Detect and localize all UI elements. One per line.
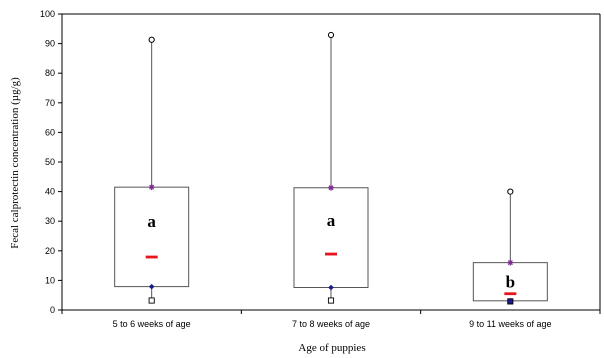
max-marker	[148, 36, 155, 43]
y-tick-label: 70	[45, 98, 55, 108]
min-marker	[507, 298, 514, 305]
q3-marker	[507, 259, 514, 266]
box-group: a	[293, 31, 369, 304]
y-tick-label: 30	[45, 216, 55, 226]
y-tick-label: 10	[45, 275, 55, 285]
q3-marker	[148, 184, 155, 191]
min-marker	[148, 297, 155, 304]
x-tick-label: 7 to 8 weeks of age	[292, 319, 370, 329]
axes	[61, 13, 601, 311]
significance-letter: a	[327, 211, 336, 230]
max-marker	[507, 188, 514, 195]
q1-marker	[148, 283, 155, 290]
max-marker	[327, 31, 335, 39]
y-axis-ticks: 0 10 20 30 40 50 60 70 80 90 100	[40, 9, 62, 315]
x-tick-label: 9 to 11 weeks of age	[469, 319, 551, 329]
box-rect	[114, 186, 190, 288]
box-rect	[293, 187, 369, 289]
significance-letter: a	[147, 212, 156, 231]
y-tick-label: 40	[45, 187, 55, 197]
y-tick-label: 80	[45, 68, 55, 78]
y-tick-label: 0	[50, 305, 55, 315]
y-tick-label: 100	[40, 9, 55, 19]
significance-letter: b	[506, 273, 515, 292]
y-tick-label: 90	[45, 39, 55, 49]
x-tick-label: 5 to 6 weeks of age	[113, 319, 191, 329]
y-tick-label: 60	[45, 127, 55, 137]
q1-marker	[328, 284, 334, 291]
y-tick-label: 20	[45, 246, 55, 256]
y-axis-title: Fecal calprotectin concentration (µg/g)	[9, 77, 21, 249]
x-axis-ticks: 5 to 6 weeks of age 7 to 8 weeks of age 9 …	[61, 310, 601, 329]
y-tick-label: 50	[45, 157, 55, 167]
min-marker	[327, 297, 335, 304]
box-series: a a b	[114, 31, 548, 305]
q3-marker	[328, 184, 334, 191]
box-group: a	[114, 36, 190, 304]
x-axis-title: Age of puppies	[298, 342, 365, 354]
box-group: b	[472, 188, 548, 305]
